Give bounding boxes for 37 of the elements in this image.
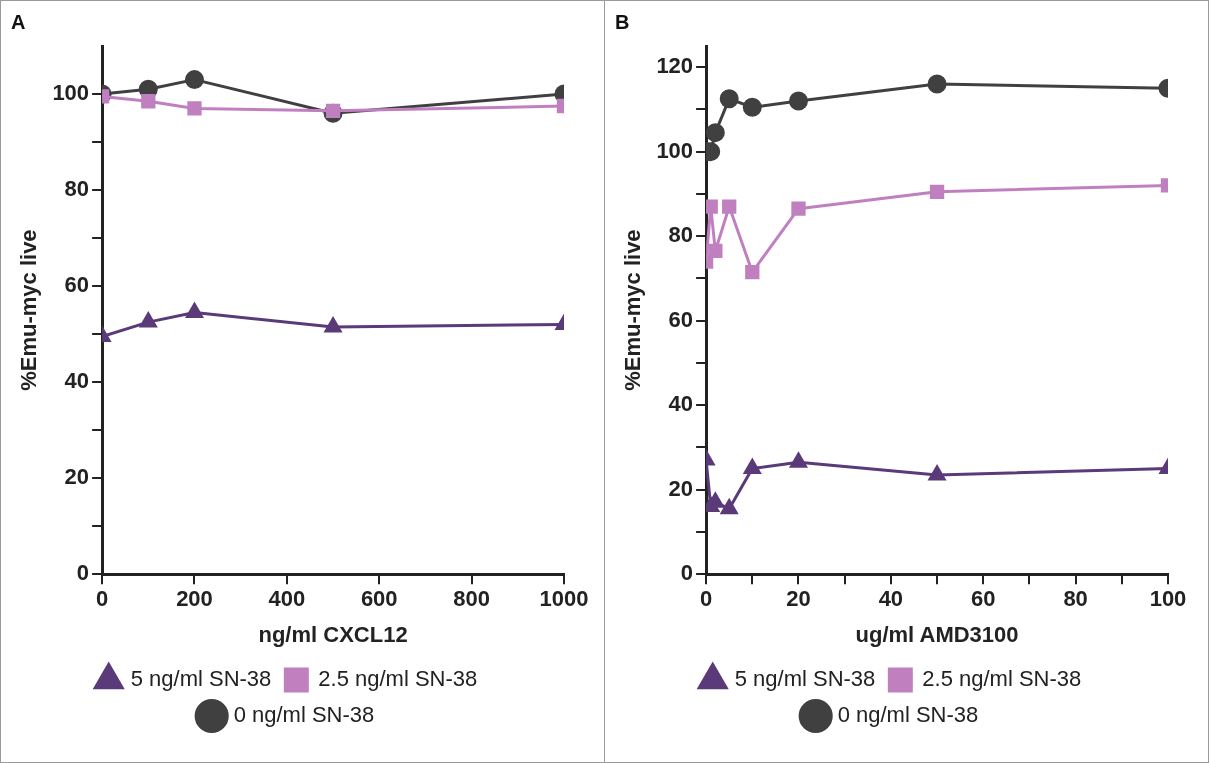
y-tick-label: 60 xyxy=(668,306,694,332)
x-tick-label: 200 xyxy=(176,586,213,612)
x-tick-label: 800 xyxy=(453,586,490,612)
y-tick-label: 20 xyxy=(64,464,90,490)
legend-label: 2.5 ng/ml SN-38 xyxy=(922,666,1082,692)
y-tick-label: 80 xyxy=(668,222,694,248)
legend-label: 5 ng/ml SN-38 xyxy=(734,666,876,692)
x-tick-label: 60 xyxy=(971,586,996,612)
x-tick-label: 0 xyxy=(699,586,713,612)
x-tick-label: 400 xyxy=(268,586,306,612)
y-tick-label: 0 xyxy=(76,560,90,586)
x-tick-label: 100 xyxy=(1149,586,1187,612)
y-tick-label: 100 xyxy=(656,137,694,163)
x-axis-title: ug/ml AMD3100 xyxy=(855,621,1019,647)
y-tick-label: 40 xyxy=(668,391,694,417)
x-tick-label: 1000 xyxy=(539,586,589,612)
y-tick-label: 120 xyxy=(656,53,694,79)
text: A xyxy=(11,10,26,33)
x-tick-label: 0 xyxy=(95,586,109,612)
x-tick-label: 600 xyxy=(360,586,398,612)
y-tick-label: 0 xyxy=(680,560,694,586)
y-tick-label: 40 xyxy=(64,368,90,394)
text: B xyxy=(615,10,630,33)
y-tick-label: 20 xyxy=(668,475,694,501)
x-tick-label: 20 xyxy=(786,586,811,612)
legend-label: 5 ng/ml SN-38 xyxy=(130,666,272,692)
x-tick-label: 80 xyxy=(1063,586,1088,612)
y-tick-label: 60 xyxy=(64,272,90,298)
legend-label: 0 ng/ml SN-38 xyxy=(837,702,979,728)
x-tick-label: 40 xyxy=(878,586,904,612)
x-axis-title: ng/ml CXCL12 xyxy=(258,621,408,647)
y-tick-label: 80 xyxy=(64,176,90,202)
y-axis-title: %Emu-myc live xyxy=(16,229,42,391)
legend-label: 2.5 ng/ml SN-38 xyxy=(318,666,478,692)
legend-label: 0 ng/ml SN-38 xyxy=(233,702,375,728)
y-tick-label: 100 xyxy=(52,80,90,106)
y-axis-title: %Emu-myc live xyxy=(620,229,646,391)
